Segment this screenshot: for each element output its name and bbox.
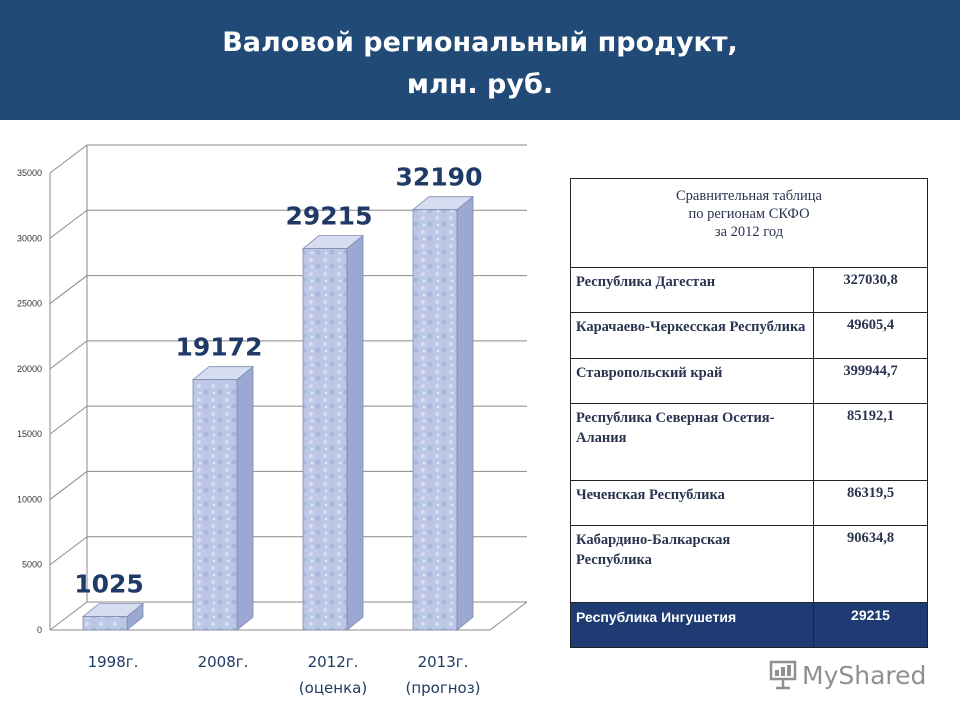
- x-tick-label: (оценка): [299, 679, 367, 697]
- y-tick-label: 25000: [17, 299, 42, 309]
- region-name: Республика Ингушетия: [570, 601, 814, 649]
- region-value: 86319,5: [813, 479, 928, 527]
- data-label: 1025: [74, 570, 144, 599]
- title-banner: Валовой региональный продукт, млн. руб.: [0, 0, 960, 120]
- x-tick-label: 2008г.: [198, 653, 249, 671]
- bar: [301, 234, 365, 631]
- table-row: Карачаево-Черкесская Республика 49605,4: [570, 312, 928, 359]
- data-label: 32190: [396, 163, 483, 192]
- x-tick-label: (прогноз): [405, 679, 480, 697]
- x-tick-label: 2013г.: [418, 653, 469, 671]
- x-tick-label: 1998г.: [88, 653, 139, 671]
- bar-side: [346, 234, 364, 631]
- gridline-side: [49, 601, 88, 631]
- region-value: 29215: [813, 601, 928, 649]
- table-caption-line-1: Сравнительная таблица: [676, 188, 822, 204]
- region-name: Чеченская Республика: [570, 479, 814, 527]
- data-label: 29215: [286, 202, 373, 231]
- table-caption-line-3: за 2012 год: [714, 224, 784, 240]
- bar-chart: 0 5000 10000 15000 20000 25000 30000 35000 1025…: [17, 144, 528, 697]
- bar-front: [82, 616, 128, 631]
- gridline-side: [49, 340, 88, 370]
- bar-side: [236, 365, 254, 631]
- table-caption: Сравнительная таблица по регионам СКФО з…: [570, 178, 928, 268]
- bar: [191, 365, 255, 631]
- comparison-table: Сравнительная таблица по регионам СКФО з…: [570, 178, 928, 649]
- bar-front: [302, 248, 348, 631]
- floor-edge: [489, 601, 528, 631]
- region-name: Ставропольский край: [570, 357, 814, 405]
- title-line-1: Валовой региональный продукт,: [222, 27, 738, 58]
- table-header-row: Сравнительная таблица по регионам СКФО з…: [570, 178, 928, 268]
- x-tick-label: 2012г.: [308, 653, 359, 671]
- y-tick-label: 15000: [17, 429, 42, 439]
- watermark: MyShared: [768, 655, 926, 695]
- y-tick-label: 30000: [17, 233, 42, 243]
- bar: [81, 602, 145, 631]
- bar-side: [456, 195, 474, 631]
- region-value: 327030,8: [813, 266, 928, 314]
- y-tick-label: 10000: [17, 494, 42, 504]
- region-name: Республика Дагестан: [570, 266, 814, 314]
- watermark-text: MyShared: [802, 660, 927, 690]
- table-caption-line-2: по регионам СКФО: [688, 206, 810, 222]
- data-label: 19172: [176, 333, 263, 362]
- bar-front: [412, 209, 458, 631]
- gridline-side: [49, 405, 88, 435]
- table-row: Чеченская Республика 86319,5: [570, 479, 928, 527]
- region-name: Карачаево-Черкесская Республика: [570, 312, 814, 359]
- table-row: Ставропольский край 399944,7: [570, 357, 928, 405]
- page-title: Валовой региональный продукт, млн. руб.: [0, 22, 960, 106]
- y-tick-label: 20000: [17, 364, 42, 374]
- y-tick-label: 0: [37, 625, 42, 635]
- y-tick-label: 5000: [22, 560, 42, 570]
- table-row: Республика Дагестан 327030,8: [570, 266, 928, 314]
- gridline-side: [49, 536, 88, 566]
- gridline-side: [49, 209, 88, 239]
- title-line-2: млн. руб.: [406, 69, 554, 100]
- gridline-side: [49, 144, 88, 174]
- region-value: 399944,7: [813, 357, 928, 405]
- table-row-highlighted: Республика Ингушетия 29215: [570, 601, 928, 649]
- presentation-board-icon: [769, 660, 797, 690]
- bar-front: [192, 379, 238, 631]
- table-row: Республика Северная Осетия-Алания 85192,…: [570, 403, 928, 481]
- region-value: 85192,1: [813, 403, 928, 481]
- table-row: Кабардино-Балкарская Республика 90634,8: [570, 525, 928, 603]
- region-name: Кабардино-Балкарская Республика: [570, 525, 814, 603]
- gridline-side: [49, 275, 88, 304]
- y-tick-label: 35000: [17, 168, 42, 178]
- bar: [411, 195, 475, 631]
- region-value: 90634,8: [813, 525, 928, 603]
- region-name: Республика Северная Осетия-Алания: [570, 403, 814, 481]
- gridline-side: [49, 471, 88, 500]
- region-value: 49605,4: [813, 312, 928, 359]
